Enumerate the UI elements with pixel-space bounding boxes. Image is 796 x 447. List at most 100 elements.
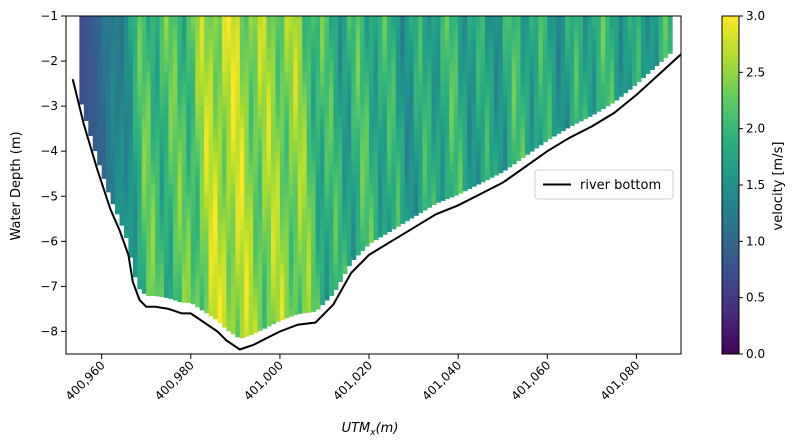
velocity-cell <box>115 162 121 175</box>
velocity-cell <box>195 139 201 152</box>
velocity-cell <box>155 16 161 28</box>
velocity-cell <box>92 72 98 85</box>
velocity-cell <box>266 162 272 175</box>
velocity-cell <box>164 185 170 197</box>
velocity-cell <box>141 275 147 287</box>
velocity-cell <box>587 72 593 85</box>
velocity-cell <box>137 173 143 186</box>
velocity-cell <box>618 94 624 97</box>
velocity-cell <box>204 117 210 130</box>
velocity-cell <box>360 83 366 96</box>
velocity-cell <box>413 185 419 197</box>
velocity-cell <box>525 49 531 62</box>
velocity-cell <box>342 230 348 242</box>
velocity-cell <box>257 297 263 310</box>
velocity-cell <box>328 49 334 62</box>
velocity-cell <box>458 27 464 40</box>
velocity-cell <box>480 117 486 130</box>
velocity-cell <box>386 61 392 73</box>
velocity-cell <box>627 16 633 28</box>
velocity-cell <box>132 241 138 254</box>
velocity-cell <box>128 207 134 220</box>
velocity-cell <box>547 94 553 107</box>
velocity-cell <box>248 185 254 197</box>
velocity-cell <box>400 218 406 224</box>
velocity-cell <box>190 94 196 107</box>
velocity-cell <box>155 230 161 242</box>
velocity-cell <box>217 128 223 141</box>
legend-box <box>534 169 674 200</box>
velocity-cell <box>204 207 210 220</box>
velocity-cell <box>159 38 165 51</box>
velocity-cell <box>257 196 263 209</box>
velocity-cell <box>92 128 98 141</box>
colorbar-tick-label: 1.5 <box>746 178 765 192</box>
velocity-cell <box>257 275 263 287</box>
velocity-cell <box>542 72 548 85</box>
velocity-cell <box>186 27 192 40</box>
velocity-cell <box>315 128 321 141</box>
velocity-cell <box>150 173 156 186</box>
velocity-cell <box>168 128 174 141</box>
velocity-cell <box>302 106 308 118</box>
velocity-cell <box>498 83 504 96</box>
velocity-cell <box>431 185 437 197</box>
velocity-cell <box>400 185 406 197</box>
velocity-cell <box>302 196 308 209</box>
velocity-cell <box>547 38 553 51</box>
velocity-cell <box>213 241 219 254</box>
velocity-cell <box>172 128 179 141</box>
velocity-cell <box>560 61 566 73</box>
velocity-cell <box>418 151 424 164</box>
velocity-cell <box>337 151 343 164</box>
velocity-cell <box>123 230 129 238</box>
velocity-cell <box>507 38 513 51</box>
velocity-cell <box>262 297 268 310</box>
velocity-cell <box>172 173 179 186</box>
velocity-cell <box>346 61 352 73</box>
velocity-cell <box>288 286 294 299</box>
velocity-cell <box>115 207 121 215</box>
velocity-cell <box>266 297 272 310</box>
velocity-cell <box>168 230 174 242</box>
velocity-cell <box>128 83 134 96</box>
velocity-cell <box>235 106 241 118</box>
velocity-cell <box>293 196 299 209</box>
velocity-cell <box>377 196 384 209</box>
velocity-cell <box>346 106 352 118</box>
velocity-cell <box>195 207 201 220</box>
velocity-cell <box>297 207 303 220</box>
velocity-cell <box>480 83 486 96</box>
velocity-cell <box>471 139 477 152</box>
velocity-cell <box>315 61 321 73</box>
velocity-cell <box>186 61 192 73</box>
velocity-cell <box>208 207 214 220</box>
velocity-cell <box>293 241 299 254</box>
velocity-cell <box>146 106 152 118</box>
velocity-cell <box>435 61 441 73</box>
velocity-cell <box>311 94 317 107</box>
velocity-cell <box>190 263 196 276</box>
velocity-cell <box>279 308 285 320</box>
velocity-cell <box>150 49 156 62</box>
velocity-cell <box>609 38 615 51</box>
velocity-cell <box>257 241 263 254</box>
velocity-cell <box>221 230 228 242</box>
velocity-cell <box>404 61 410 73</box>
velocity-cell <box>204 27 210 40</box>
velocity-cell <box>159 139 165 152</box>
velocity-cell <box>177 49 183 62</box>
velocity-cell <box>262 61 268 73</box>
velocity-cell <box>132 196 138 209</box>
velocity-cell <box>333 275 339 287</box>
velocity-cell <box>244 38 250 51</box>
velocity-cell <box>551 83 557 96</box>
velocity-cell <box>333 139 339 152</box>
velocity-cell <box>199 275 205 287</box>
velocity-cell <box>275 252 281 265</box>
velocity-cell <box>221 162 228 175</box>
velocity-cell <box>471 185 477 187</box>
velocity-cell <box>186 117 192 130</box>
velocity-cell <box>324 139 330 152</box>
velocity-cell <box>538 72 544 85</box>
